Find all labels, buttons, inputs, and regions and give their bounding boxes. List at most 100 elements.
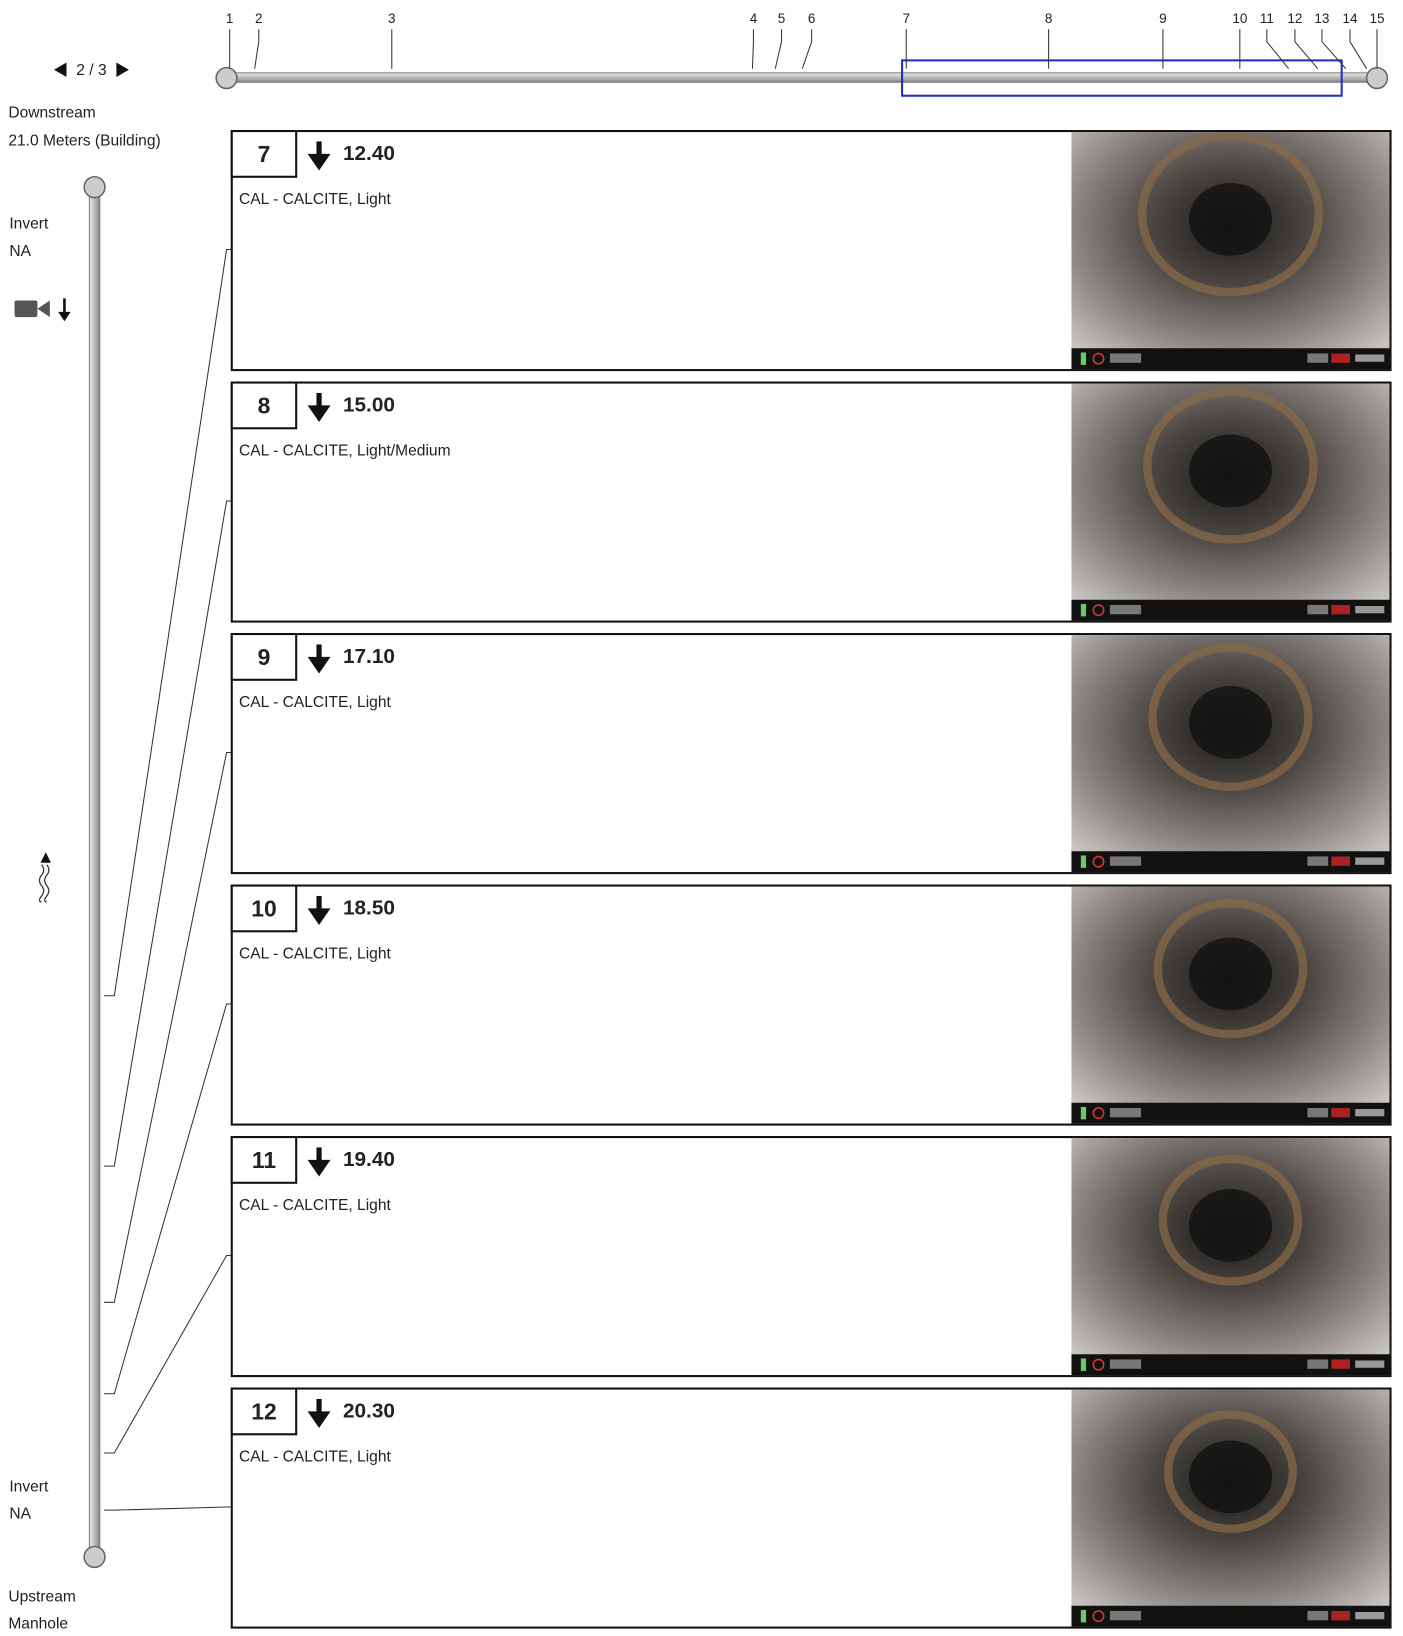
overlay-info bbox=[1355, 1360, 1385, 1368]
overlay-info bbox=[1307, 856, 1329, 866]
leader-line bbox=[103, 752, 232, 1303]
ruler-marker-label: 11 bbox=[1260, 11, 1274, 26]
ruler-marker-label: 13 bbox=[1314, 11, 1329, 26]
observation-number: 9 bbox=[258, 644, 271, 670]
description: CAL - CALCITE, Light/Medium bbox=[239, 442, 451, 459]
pipe-end bbox=[83, 175, 106, 199]
overlay-info bbox=[1307, 353, 1329, 363]
ruler-end bbox=[215, 66, 238, 90]
overlay-info bbox=[1355, 857, 1385, 865]
overlay-info bbox=[1109, 1107, 1142, 1118]
ruler-marker-label: 14 bbox=[1342, 11, 1358, 26]
ruler-marker-label: 10 bbox=[1232, 11, 1247, 26]
leader-line bbox=[103, 1003, 232, 1395]
pipe-depth bbox=[1188, 434, 1273, 508]
inspection-photo bbox=[1071, 132, 1390, 370]
down-arrow-head bbox=[307, 153, 331, 171]
description: CAL - CALCITE, Light bbox=[239, 1197, 391, 1214]
distance: 18.50 bbox=[343, 897, 395, 920]
inspection-photo bbox=[1071, 383, 1390, 621]
overlay-info bbox=[1331, 1610, 1350, 1621]
leader-line bbox=[103, 1255, 232, 1454]
down-arrow-head bbox=[307, 1411, 331, 1429]
leader-line bbox=[103, 500, 232, 1167]
description: CAL - CALCITE, Light bbox=[239, 945, 391, 962]
leader-line bbox=[103, 1506, 232, 1511]
overlay-info bbox=[1331, 1359, 1350, 1369]
ruler-marker bbox=[1321, 29, 1347, 70]
ruler-marker bbox=[774, 29, 783, 69]
overlay-info bbox=[1355, 605, 1385, 614]
overlay-info bbox=[1307, 1359, 1329, 1369]
downstream-label: Downstream bbox=[8, 105, 95, 122]
distance: 20.30 bbox=[343, 1400, 395, 1423]
overlay-info bbox=[1331, 353, 1350, 363]
number-box bbox=[230, 1387, 298, 1436]
inspection-photo bbox=[1071, 1138, 1390, 1376]
pipe-ring bbox=[1143, 387, 1318, 544]
invert-value: NA bbox=[9, 243, 31, 260]
observation: 8 15.00 CAL - CALCITE, Light/Medium bbox=[103, 381, 1392, 1167]
pipe-depth bbox=[1188, 1440, 1273, 1514]
overlay-info bbox=[1307, 1107, 1329, 1118]
status-icon bbox=[1092, 855, 1105, 868]
pipe-ring bbox=[1163, 1410, 1297, 1534]
observation-number: 12 bbox=[251, 1399, 276, 1425]
side-pipe bbox=[88, 186, 101, 1558]
distance: 15.00 bbox=[343, 394, 395, 417]
number-box bbox=[230, 884, 298, 933]
ruler-marker-label: 12 bbox=[1287, 11, 1302, 26]
camera-icon bbox=[14, 298, 71, 322]
ruler-marker bbox=[1266, 29, 1290, 70]
pipe-ring bbox=[1158, 1154, 1303, 1286]
pipe-ring bbox=[1137, 132, 1323, 297]
number-box bbox=[230, 633, 298, 681]
flow-icon bbox=[38, 852, 51, 903]
prev-page[interactable] bbox=[54, 62, 67, 78]
next-page[interactable] bbox=[116, 62, 129, 78]
battery-icon bbox=[1080, 1106, 1087, 1120]
observation: 11 19.40 CAL - CALCITE, Light bbox=[103, 1136, 1392, 1454]
invert-label: Invert bbox=[9, 216, 49, 233]
ruler-marker-label: 15 bbox=[1370, 11, 1385, 26]
observation-number: 7 bbox=[258, 141, 271, 167]
status-icon bbox=[1092, 1107, 1105, 1120]
description: CAL - CALCITE, Light bbox=[239, 694, 391, 711]
leader-line bbox=[103, 249, 232, 997]
ruler-marker-label: 6 bbox=[808, 11, 816, 26]
number-box bbox=[230, 381, 298, 430]
pipe-end bbox=[83, 1545, 106, 1569]
distance: 19.40 bbox=[343, 1148, 395, 1171]
overlay-info bbox=[1109, 856, 1142, 866]
ruler-marker-label: 9 bbox=[1159, 11, 1167, 26]
status-icon bbox=[1092, 1610, 1105, 1623]
distance: 12.40 bbox=[343, 142, 395, 165]
pipe-depth bbox=[1188, 183, 1273, 256]
number-box bbox=[230, 1136, 298, 1184]
ruler-marker-label: 8 bbox=[1045, 11, 1053, 26]
observation: 9 17.10 CAL - CALCITE, Light bbox=[103, 633, 1392, 1303]
observation-number: 8 bbox=[258, 393, 271, 419]
down-arrow-head bbox=[307, 656, 331, 674]
overlay-info bbox=[1109, 1359, 1142, 1369]
inspection-photo bbox=[1071, 886, 1390, 1124]
ruler-marker-label: 1 bbox=[226, 11, 234, 26]
inspection-photo bbox=[1071, 635, 1390, 873]
overlay-info bbox=[1307, 604, 1329, 615]
pipe-depth bbox=[1188, 686, 1273, 759]
battery-icon bbox=[1080, 352, 1087, 365]
overlay-info bbox=[1109, 604, 1142, 615]
ruler-marker-label: 3 bbox=[388, 11, 396, 26]
ruler-marker bbox=[801, 29, 813, 69]
observation-number: 10 bbox=[251, 896, 276, 922]
overlay-info bbox=[1331, 856, 1350, 866]
ruler-marker-label: 4 bbox=[750, 11, 758, 26]
overlay-info bbox=[1331, 1107, 1350, 1118]
number-box bbox=[230, 130, 298, 178]
pager: 2 / 3 bbox=[76, 62, 106, 79]
invert-label: Invert bbox=[9, 1478, 49, 1495]
description: CAL - CALCITE, Light bbox=[239, 1448, 391, 1465]
ruler-marker bbox=[1349, 29, 1368, 69]
inspection-photo bbox=[1071, 1389, 1390, 1627]
